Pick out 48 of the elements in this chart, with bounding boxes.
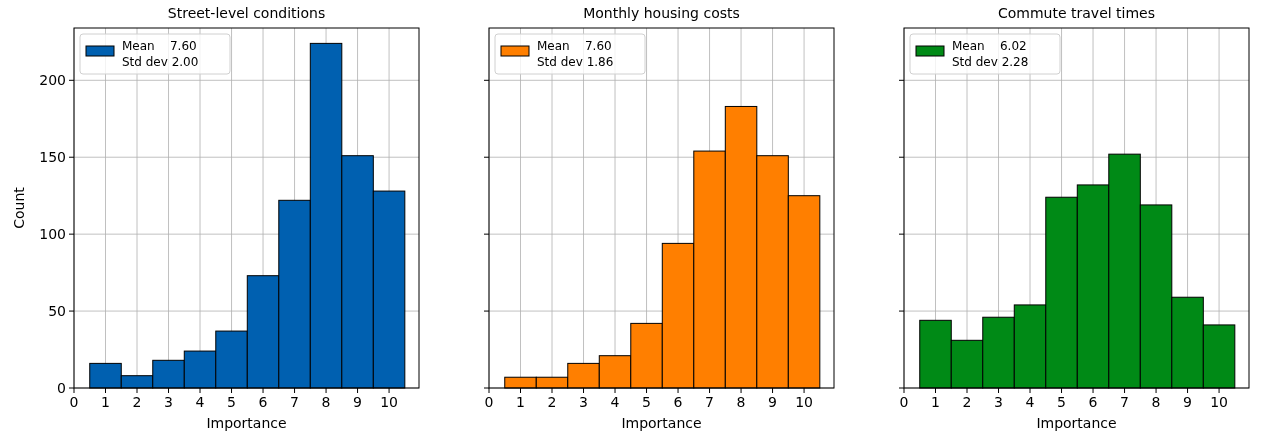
legend-label: Mean 6.02 Std dev 2.28 [952, 39, 1029, 69]
x-tick-label: 7 [1120, 394, 1130, 410]
y-tick-label: 100 [39, 226, 66, 243]
x-tick-label: 10 [1210, 394, 1228, 410]
x-tick-label: 0 [484, 394, 494, 410]
x-tick-label: 4 [610, 394, 620, 410]
x-tick-label: 2 [132, 394, 142, 410]
legend-label: Mean 7.60 Std dev 1.86 [537, 39, 614, 69]
y-axis-title: Count [11, 186, 27, 229]
x-tick-label: 5 [642, 394, 651, 410]
x-tick-label: 7 [290, 394, 300, 410]
x-tick-label: 3 [164, 394, 173, 410]
x-tick-label: 9 [353, 394, 363, 410]
x-tick-label: 6 [673, 394, 683, 410]
x-tick-label: 5 [1057, 394, 1066, 410]
chart-title: Commute travel times [997, 5, 1156, 21]
x-tick-label: 9 [768, 394, 778, 410]
x-tick-label: 1 [516, 394, 525, 410]
x-tick-label: 3 [579, 394, 588, 410]
x-tick-label: 8 [1151, 394, 1161, 410]
y-tick-label: 150 [39, 149, 66, 166]
y-tick-label: 0 [57, 379, 66, 396]
y-tick-label: 200 [39, 72, 66, 89]
y-tick-label: 50 [48, 302, 66, 319]
x-tick-label: 6 [1088, 394, 1098, 410]
x-tick-label: 8 [321, 394, 331, 410]
legend-label: Mean 7.60 Std dev 2.00 [122, 39, 199, 69]
x-tick-label: 10 [380, 394, 398, 410]
x-tick-label: 3 [994, 394, 1003, 410]
x-tick-label: 0 [69, 394, 79, 410]
x-tick-label: 2 [962, 394, 972, 410]
x-tick-label: 5 [227, 394, 236, 410]
x-tick-label: 4 [1025, 394, 1035, 410]
x-tick-label: 10 [795, 394, 813, 410]
x-axis-title: Importance [621, 415, 702, 431]
x-tick-label: 6 [258, 394, 268, 410]
x-tick-label: 9 [1183, 394, 1193, 410]
x-tick-label: 0 [899, 394, 909, 410]
x-tick-label: 2 [547, 394, 557, 410]
chart-title: Monthly housing costs [583, 5, 740, 21]
x-tick-label: 1 [931, 394, 940, 410]
x-tick-label: 4 [195, 394, 205, 410]
x-tick-label: 8 [736, 394, 746, 410]
x-axis-title: Importance [1036, 415, 1117, 431]
x-tick-label: 7 [705, 394, 715, 410]
chart-title: Street-level conditions [167, 5, 326, 21]
x-tick-label: 1 [101, 394, 110, 410]
x-axis-title: Importance [206, 415, 287, 431]
